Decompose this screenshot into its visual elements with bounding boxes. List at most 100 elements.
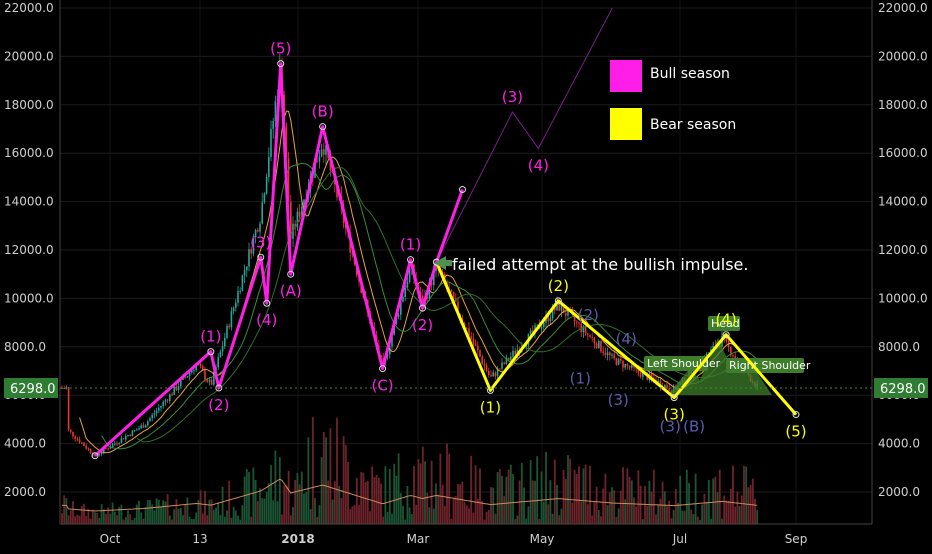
candle-body — [422, 295, 424, 308]
candle-body — [287, 158, 290, 202]
volume-bar — [285, 485, 288, 524]
volume-bar — [281, 514, 283, 524]
candle-body — [613, 354, 615, 359]
volume-bar — [551, 513, 554, 524]
volume-bar — [135, 504, 138, 524]
wave-point — [319, 123, 327, 131]
volume-bar — [331, 499, 334, 524]
volume-bar — [503, 495, 506, 524]
volume-bar — [234, 510, 237, 524]
volume-bar — [721, 518, 723, 524]
wave-label: (C) — [371, 377, 393, 395]
volume-bar — [369, 511, 371, 524]
volume-bar — [201, 513, 204, 524]
volume-bar — [754, 498, 756, 524]
wave-label: (B) — [683, 418, 705, 436]
annotation-text: failed attempt at the bullish impulse. — [452, 255, 748, 274]
candle-body — [609, 352, 611, 356]
volume-bar — [652, 469, 655, 524]
volume-bar — [384, 466, 387, 524]
candle-body — [712, 345, 714, 350]
volume-bar — [146, 500, 149, 524]
volume-bar — [162, 500, 165, 524]
volume-bar — [309, 509, 312, 524]
volume-bar — [85, 515, 88, 524]
wave-point — [554, 297, 562, 305]
volume-bar — [542, 501, 545, 524]
candle-body — [626, 364, 629, 366]
volume-bar — [593, 502, 596, 524]
volume-bar — [303, 493, 305, 524]
candle-body — [76, 438, 79, 440]
candle-body — [573, 315, 576, 322]
volume-bar — [705, 502, 708, 524]
candle-body — [734, 356, 736, 358]
candle-body — [578, 322, 580, 324]
candle-body — [171, 394, 173, 396]
volume-bar — [386, 511, 389, 524]
candle-body — [107, 448, 109, 450]
candle-body — [400, 301, 402, 315]
volume-bar — [157, 499, 160, 524]
candle-body — [406, 281, 409, 288]
candle-body — [481, 356, 483, 364]
volume-bar — [160, 506, 162, 524]
volume-bar — [523, 487, 525, 524]
volume-bar — [683, 510, 686, 524]
wave-point — [458, 186, 466, 193]
candle-body — [529, 330, 532, 334]
volume-bar — [215, 507, 217, 524]
volume-bar — [274, 450, 277, 524]
volume-bar — [333, 481, 336, 524]
wave-point — [419, 304, 427, 312]
wave-label: (3) — [608, 391, 629, 409]
volume-bar — [168, 515, 171, 524]
volume-bar — [545, 451, 547, 524]
candle-body — [389, 346, 391, 355]
volume-bar — [406, 485, 409, 524]
volume-bar — [637, 470, 640, 524]
volume-bar — [140, 512, 143, 524]
volume-bar — [102, 509, 105, 524]
volume-bar — [204, 490, 206, 524]
volume-bar — [351, 506, 354, 524]
candle-body — [272, 121, 274, 129]
x-tick-label: Oct — [100, 532, 121, 546]
candle-body — [593, 338, 596, 344]
volume-bar — [670, 518, 673, 524]
candle-body — [512, 350, 514, 357]
candle-body — [186, 376, 189, 378]
volume-bar — [734, 506, 737, 524]
volume-bar — [94, 512, 96, 524]
volume-bar — [305, 492, 308, 524]
candle-body — [116, 443, 118, 445]
candle-body — [257, 229, 259, 232]
wave-label: (2) — [412, 316, 433, 334]
candle-body — [549, 318, 552, 322]
candle-body — [85, 445, 87, 449]
volume-bar — [674, 488, 677, 524]
volume-bar — [241, 505, 244, 524]
pattern-label-box — [726, 358, 804, 373]
wave-label: (5) — [785, 423, 806, 441]
candle-body — [472, 338, 475, 344]
volume-bar — [516, 515, 519, 524]
y-tick-label-right: 14000.0 — [878, 195, 928, 209]
legend-label-bull: Bull season — [650, 66, 730, 82]
candle-body — [543, 322, 545, 328]
volume-bar — [509, 464, 512, 524]
candle-body — [232, 307, 235, 312]
candle-body — [160, 405, 162, 408]
wave-label: (4) — [528, 156, 549, 174]
grid — [60, 0, 872, 524]
volume-bar — [584, 464, 587, 524]
candle-body — [228, 325, 230, 328]
wave-point — [722, 331, 730, 339]
volume-bar — [256, 501, 259, 524]
volume-average-line — [62, 478, 758, 512]
volume-bar — [76, 514, 79, 524]
candle-body — [239, 290, 241, 292]
volume-bar — [408, 507, 411, 524]
volume-bar — [173, 509, 176, 524]
